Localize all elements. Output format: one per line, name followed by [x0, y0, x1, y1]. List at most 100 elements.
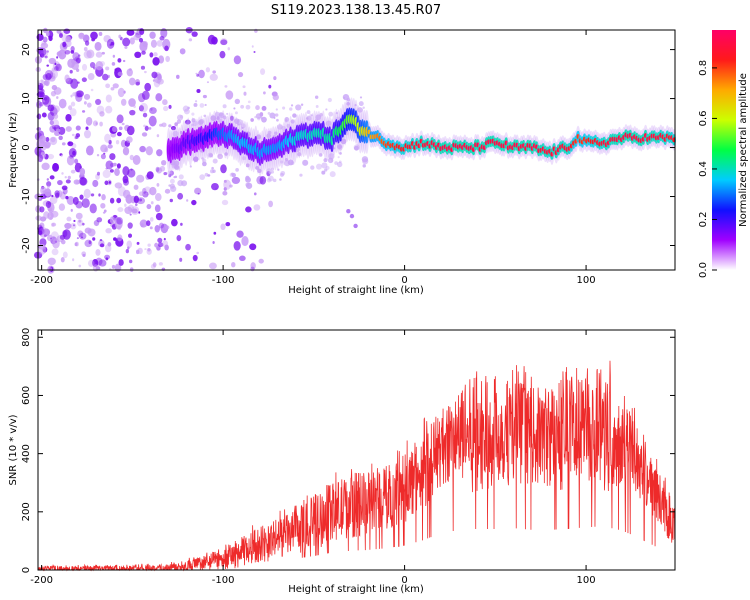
- noise-blob: [353, 145, 359, 151]
- noise-blob: [38, 101, 44, 107]
- noise-blob: [219, 50, 226, 59]
- noise-blob: [91, 38, 96, 42]
- y-tick-label: 400: [21, 444, 32, 463]
- figure-title: S119.2023.138.13.45.R07: [271, 3, 441, 18]
- snr-panel: -200 -100 0 100 0 200 400 600 800 Height of str…: [8, 328, 676, 595]
- noise-blob: [362, 164, 366, 168]
- noise-blob: [241, 126, 244, 130]
- noise-blob: [94, 41, 102, 51]
- noise-blob: [310, 165, 315, 170]
- noise-blob: [78, 32, 85, 40]
- noise-blob: [40, 42, 49, 49]
- noise-blob: [96, 217, 103, 223]
- noise-blob: [267, 130, 272, 135]
- noise-blob: [157, 242, 164, 248]
- colorbar-tick-label: 0.4: [698, 161, 709, 177]
- noise-blob: [77, 218, 84, 227]
- noise-blob: [224, 152, 228, 156]
- noise-blob: [104, 254, 111, 260]
- ridge-core: [550, 151, 554, 157]
- noise-blob: [70, 45, 75, 52]
- noise-blob: [96, 171, 101, 176]
- spectrogram-y-ticks: -20 -10 0 10 20: [21, 43, 675, 254]
- noise-blob: [80, 236, 84, 239]
- noise-blob: [203, 114, 206, 118]
- noise-blob: [81, 63, 88, 71]
- noise-blob: [65, 113, 72, 122]
- noise-blob: [268, 171, 272, 175]
- noise-blob: [55, 128, 61, 133]
- noise-blob: [75, 125, 81, 131]
- noise-blob: [142, 41, 148, 48]
- noise-blob: [174, 165, 181, 171]
- noise-blob: [90, 193, 95, 197]
- noise-blob: [299, 173, 303, 177]
- noise-blob: [126, 240, 133, 249]
- noise-blob: [306, 110, 311, 114]
- noise-blob: [71, 61, 79, 70]
- colorbar-tick-label: 0.2: [698, 212, 709, 228]
- noise-blob: [60, 257, 65, 263]
- noise-blob: [194, 100, 198, 103]
- noise-blob: [105, 160, 114, 170]
- noise-blob: [171, 125, 176, 131]
- noise-blob: [58, 33, 63, 38]
- noise-blob: [81, 110, 86, 113]
- noise-blob: [104, 133, 111, 143]
- noise-blob: [159, 36, 165, 41]
- noise-blob: [64, 222, 72, 230]
- noise-blob: [109, 216, 116, 224]
- noise-blob: [132, 155, 141, 165]
- noise-blob: [198, 69, 205, 79]
- noise-blob: [225, 90, 234, 100]
- noise-blob: [147, 248, 151, 252]
- noise-blob: [90, 88, 94, 92]
- noise-blob: [223, 179, 232, 190]
- noise-blob: [157, 237, 163, 243]
- noise-blob: [314, 119, 319, 123]
- noise-blob: [84, 40, 90, 46]
- noise-blob: [176, 234, 182, 242]
- noise-blob: [56, 51, 63, 57]
- noise-blob: [51, 222, 57, 227]
- noise-blob: [95, 98, 102, 106]
- noise-blob: [61, 185, 68, 191]
- x-tick-label: -200: [30, 575, 53, 586]
- noise-blob: [38, 47, 47, 56]
- noise-blob: [169, 178, 175, 184]
- noise-blob: [194, 187, 202, 195]
- noise-blob: [196, 73, 200, 77]
- noise-blob: [236, 119, 243, 126]
- noise-blob: [83, 47, 88, 52]
- noise-blob: [45, 200, 52, 209]
- noise-blob: [259, 176, 267, 185]
- noise-blob: [101, 194, 106, 201]
- noise-blob: [48, 57, 56, 65]
- noise-blob: [49, 237, 52, 240]
- noise-blob: [146, 204, 152, 210]
- noise-blob: [168, 104, 172, 109]
- noise-blob: [180, 222, 183, 226]
- noise-blob: [217, 153, 224, 160]
- noise-blob: [64, 74, 70, 82]
- colorbar-gradient: [712, 30, 736, 270]
- noise-blob: [231, 176, 241, 184]
- noise-blob: [354, 103, 357, 107]
- noise-blob: [88, 240, 92, 245]
- noise-blob: [146, 171, 154, 180]
- noise-blob: [315, 105, 319, 108]
- noise-blob: [63, 28, 71, 34]
- noise-blob: [135, 81, 140, 86]
- noise-blob: [150, 39, 157, 48]
- noise-blob: [129, 37, 135, 45]
- noise-blob: [137, 247, 143, 255]
- noise-blob: [325, 108, 328, 111]
- noise-blob: [36, 100, 42, 109]
- noise-blob: [245, 104, 251, 110]
- noise-blob: [245, 175, 250, 181]
- colorbar-label: Normalized spectral amplitude: [738, 73, 749, 227]
- noise-blob: [279, 178, 282, 181]
- noise-blob: [282, 106, 286, 110]
- noise-blob: [75, 135, 79, 140]
- noise-blob: [67, 141, 74, 147]
